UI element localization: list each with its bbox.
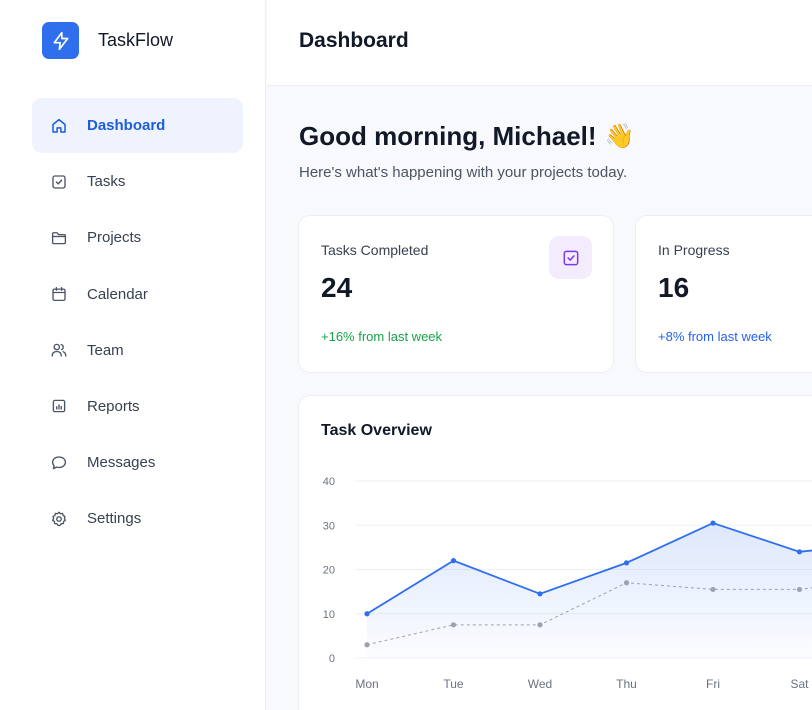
x-tick-label: Wed xyxy=(528,677,552,691)
data-point xyxy=(623,580,630,586)
sidebar-item-label: Reports xyxy=(87,397,140,415)
stat-value: 24 xyxy=(321,272,353,303)
greeting-text: Good morning, Michael! xyxy=(299,121,597,151)
y-tick-label: 20 xyxy=(323,565,335,577)
stat-card-in-progress: In Progress 16 +8% from last week xyxy=(635,215,812,373)
checkbox-icon xyxy=(549,236,592,279)
sidebar-item-label: Tasks xyxy=(87,173,126,191)
folder-icon xyxy=(50,229,68,247)
message-icon xyxy=(50,454,68,472)
data-point xyxy=(710,586,716,593)
data-point xyxy=(623,560,630,566)
task-overview-card: Task Overview 0 10 20 30 40 Mon Tue Wed Thu Fri Sa… xyxy=(298,395,812,710)
home-icon xyxy=(50,117,68,135)
data-point xyxy=(537,591,543,597)
sidebar-item-projects[interactable]: Projects xyxy=(32,210,243,265)
settings-icon xyxy=(50,510,68,528)
sidebar-item-label: Team xyxy=(87,341,124,359)
sidebar: TaskFlow Dashboard Tasks Projects Calend… xyxy=(0,0,266,710)
x-tick-label: Tue xyxy=(443,677,464,691)
y-tick-label: 0 xyxy=(329,653,335,665)
sidebar-item-reports[interactable]: Reports xyxy=(32,379,243,434)
app-name: TaskFlow xyxy=(98,30,174,50)
greeting-title: Good morning, Michael! 👋 xyxy=(299,121,634,152)
sidebar-item-label: Messages xyxy=(87,454,156,472)
report-icon xyxy=(50,397,68,415)
task-overview-chart: 0 10 20 30 40 Mon Tue Wed Thu Fri Sat xyxy=(323,476,812,691)
data-point xyxy=(450,622,457,628)
x-tick-label: Fri xyxy=(706,677,720,691)
y-tick-label: 40 xyxy=(323,476,335,488)
stat-label: Tasks Completed xyxy=(321,242,429,258)
top-header: Dashboard xyxy=(267,0,812,86)
greeting-subtitle: Here's what's happening with your projec… xyxy=(299,164,628,181)
y-tick-label: 10 xyxy=(323,609,335,621)
sidebar-item-calendar[interactable]: Calendar xyxy=(32,267,243,322)
stat-value: 16 xyxy=(658,272,690,303)
lightning-icon xyxy=(42,22,79,59)
sidebar-item-settings[interactable]: Settings xyxy=(32,491,243,546)
overview-title: Task Overview xyxy=(321,422,432,439)
calendar-icon xyxy=(50,285,68,303)
sidebar-item-tasks[interactable]: Tasks xyxy=(32,154,243,209)
sidebar-item-messages[interactable]: Messages xyxy=(32,435,243,490)
sidebar-item-label: Projects xyxy=(87,229,142,247)
x-tick-label: Sat xyxy=(790,677,809,691)
data-point xyxy=(364,611,370,617)
users-icon xyxy=(50,341,68,359)
series-area xyxy=(367,523,812,658)
sidebar-item-label: Calendar xyxy=(87,285,148,303)
stat-change: +8% from last week xyxy=(658,329,772,344)
sidebar-item-team[interactable]: Team xyxy=(32,323,243,378)
stat-label: In Progress xyxy=(658,242,730,258)
page-title: Dashboard xyxy=(299,29,409,52)
checkbox-icon xyxy=(50,173,68,191)
stat-card-tasks-completed: Tasks Completed 24 +16% from last week xyxy=(298,215,614,373)
sidebar-item-dashboard[interactable]: Dashboard xyxy=(32,98,243,153)
wave-emoji: 👋 xyxy=(604,123,635,150)
sidebar-nav: Dashboard Tasks Projects Calendar Team xyxy=(32,98,243,548)
data-point xyxy=(450,558,457,564)
data-point xyxy=(796,586,803,593)
sidebar-item-label: Dashboard xyxy=(87,117,166,134)
x-tick-label: Mon xyxy=(355,677,378,691)
data-point xyxy=(710,520,716,526)
y-tick-label: 30 xyxy=(323,520,335,532)
sidebar-item-label: Settings xyxy=(87,510,142,528)
x-tick-label: Thu xyxy=(616,677,637,691)
data-point xyxy=(364,642,370,648)
data-point xyxy=(796,549,803,555)
stat-change: +16% from last week xyxy=(321,329,443,344)
brand[interactable]: TaskFlow xyxy=(42,22,173,59)
data-point xyxy=(537,622,543,628)
